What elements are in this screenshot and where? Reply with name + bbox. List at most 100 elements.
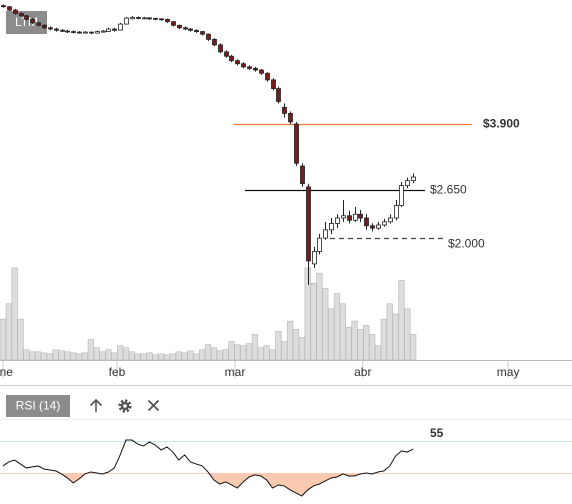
candle-body <box>335 217 340 224</box>
volume-bar <box>40 352 48 361</box>
x-tick-label: abr <box>354 365 371 379</box>
volume-bar <box>52 349 59 361</box>
candle-body <box>241 63 246 68</box>
candle-body <box>411 176 416 182</box>
candle-body <box>347 215 352 221</box>
volume-bar <box>87 339 94 361</box>
indicator-button[interactable]: RSI (14) <box>6 395 70 417</box>
candle-body <box>399 185 404 206</box>
volume-bar <box>310 283 317 361</box>
volume-bar <box>339 303 346 361</box>
candle-body <box>136 16 141 19</box>
candle-body <box>229 55 234 62</box>
volume-bar <box>228 341 235 361</box>
candle-body <box>1 5 6 8</box>
x-tick-label: feb <box>109 365 126 379</box>
volume-bar <box>64 351 71 361</box>
volume-bar <box>34 351 42 361</box>
candle-body <box>329 223 334 231</box>
settings-icon[interactable] <box>118 399 132 413</box>
candle-body <box>106 28 111 32</box>
volume-bar <box>181 352 188 361</box>
volume-bar <box>152 354 159 361</box>
volume-bar <box>105 349 112 361</box>
candle-body <box>112 28 117 31</box>
volume-bar <box>46 353 53 361</box>
volume-bar <box>11 267 18 361</box>
gear-teeth[interactable] <box>118 399 132 413</box>
volume-bar <box>199 349 206 361</box>
volume-bar <box>386 303 393 361</box>
candle-body <box>394 205 399 219</box>
candle-body <box>65 30 70 33</box>
candle-body <box>188 28 193 31</box>
price-line-label: $3.900 <box>483 117 520 131</box>
cross[interactable] <box>147 399 160 412</box>
volume-bar <box>269 349 276 361</box>
candle-body <box>235 60 240 65</box>
x-tick-label: may <box>497 365 520 379</box>
candle-body <box>124 17 129 25</box>
candle-body <box>341 215 346 219</box>
volume-bar <box>380 318 387 361</box>
candle-body <box>358 213 363 219</box>
candle-body <box>382 221 387 226</box>
button-label[interactable]: RSI (14) <box>16 399 61 413</box>
volume-bar <box>117 345 124 361</box>
candle-body <box>177 24 182 29</box>
volume-bar <box>99 351 106 361</box>
volume-bar <box>163 354 171 361</box>
candle-body <box>54 28 59 31</box>
candle-body <box>95 31 100 34</box>
candle-body <box>294 123 299 164</box>
volume-bar <box>204 344 212 361</box>
candle-body <box>19 13 24 17</box>
candle-body <box>13 9 18 14</box>
volume-bar <box>187 350 194 361</box>
volume-bar <box>322 288 329 361</box>
candle-body <box>224 51 229 57</box>
volume-bar <box>5 303 12 361</box>
volume-bar <box>245 343 253 361</box>
volume-bar <box>17 318 24 361</box>
volume-bar <box>134 353 141 361</box>
candle-body <box>370 225 375 229</box>
gear-hole[interactable] <box>123 404 127 408</box>
volume-bar <box>357 329 364 361</box>
volume-bar <box>263 345 270 361</box>
volume-bar <box>345 326 352 361</box>
volume-bar <box>140 353 147 361</box>
candle-body <box>288 113 293 123</box>
close-icon[interactable] <box>147 399 160 412</box>
candle-body <box>218 44 223 53</box>
volume-bar <box>146 352 153 361</box>
candle-body <box>101 30 106 33</box>
candle-body <box>317 237 322 252</box>
arrow[interactable] <box>89 398 103 412</box>
candle-body <box>388 217 393 223</box>
volume-bar <box>169 353 176 361</box>
candle-body <box>147 17 152 20</box>
candle-body <box>153 17 158 20</box>
button-bg[interactable] <box>6 395 70 417</box>
candle-body <box>165 18 170 23</box>
candle-body <box>194 29 199 32</box>
candle-body <box>89 31 94 34</box>
candle-body <box>42 24 47 29</box>
candle-body <box>265 72 270 81</box>
candle-body <box>259 69 264 74</box>
rsi-area <box>2 472 414 497</box>
button-bg[interactable] <box>6 11 47 34</box>
volume-bar <box>257 347 264 361</box>
candle-body <box>247 66 252 69</box>
rsi-value-label: 55 <box>430 426 444 440</box>
volume-bar <box>292 329 300 361</box>
volume-bar <box>70 352 77 361</box>
candle-body <box>171 21 176 26</box>
candle-body <box>282 106 287 114</box>
move-up-icon[interactable] <box>89 398 103 412</box>
volume-bar <box>58 350 65 361</box>
volume-bar <box>216 350 223 361</box>
volume-bar <box>275 331 282 361</box>
